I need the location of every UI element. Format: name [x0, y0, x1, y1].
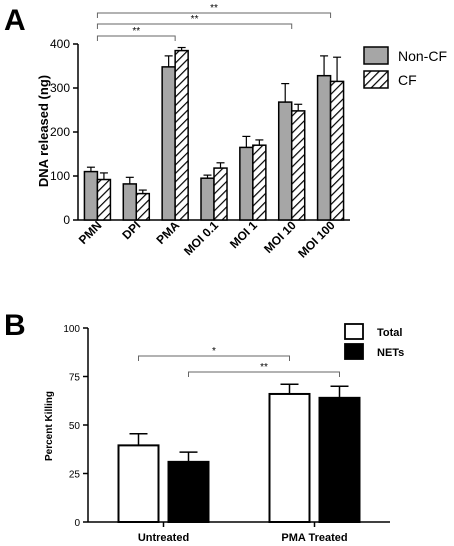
x-tick-label-pma-treated: PMA Treated	[281, 532, 347, 544]
panel-a-y-tick-label: 100	[50, 169, 70, 183]
significance-label: **	[191, 14, 199, 25]
panel-b-y-tick-label: 75	[69, 373, 81, 384]
bar-non-cf-moi-100	[316, 74, 332, 221]
significance-bracket	[96, 12, 332, 18]
x-tick-label-moi-10: MOI 10	[261, 218, 299, 256]
bar-nets-pma-treated	[318, 396, 361, 523]
legend-swatch-noncf	[363, 46, 389, 65]
panel-a-legend: Non-CF CF	[363, 46, 447, 89]
bar-cf-moi-10	[290, 110, 306, 221]
significance-label: *	[212, 346, 216, 357]
x-tick-label-pmn: PMN	[76, 218, 105, 247]
bar-cf-dpi	[135, 192, 151, 221]
bar-non-cf-moi-1	[239, 146, 254, 221]
significance-label: **	[132, 26, 140, 37]
legend-label-total: Total	[377, 327, 402, 339]
significance-label: **	[260, 362, 268, 373]
legend-label-nets: NETs	[377, 347, 404, 359]
bar-non-cf-pma	[161, 66, 176, 221]
x-tick-label-moi-0-1: MOI 0.1	[181, 218, 221, 258]
bar-nets-untreated	[167, 460, 210, 523]
legend-swatch-nets	[344, 343, 364, 360]
x-tick-label-dpi: DPI	[119, 218, 143, 242]
bar-non-cf-moi-0-1	[200, 177, 215, 221]
x-tick-label-moi-100: MOI 100	[295, 218, 338, 261]
legend-label-noncf: Non-CF	[398, 48, 447, 64]
panel-b-x-tick-labels: Untreated PMA Treated	[138, 532, 348, 544]
panel-b-y-tick-label: 0	[74, 518, 80, 529]
panel-b-y-tick-label: 25	[69, 470, 81, 481]
panel-a-y-axis-title: DNA released (ng)	[36, 75, 51, 187]
panel-b-y-tick-label: 50	[69, 421, 81, 432]
panel-b-bars	[117, 383, 361, 523]
panel-b-legend: Total NETs	[344, 323, 404, 360]
legend-label-cf: CF	[398, 72, 417, 88]
bar-non-cf-dpi	[122, 183, 138, 221]
x-tick-label-pma: PMA	[154, 218, 183, 247]
bar-cf-pma	[174, 49, 189, 221]
panel-b-letter: B	[4, 309, 26, 342]
significance-bracket	[96, 35, 176, 41]
bar-non-cf-pmn	[83, 170, 99, 221]
legend-swatch-cf	[363, 70, 389, 89]
bar-cf-moi-0-1	[213, 167, 228, 221]
bar-cf-moi-1	[252, 144, 267, 221]
x-tick-label-moi-1: MOI 1	[227, 218, 260, 251]
significance-bracket	[138, 355, 290, 361]
bar-cf-pmn	[96, 178, 112, 221]
panel-a-y-tick-label: 200	[50, 125, 70, 139]
panel-b-significance: ***	[138, 346, 340, 377]
panel-a-bars	[83, 46, 345, 221]
bar-non-cf-moi-10	[277, 101, 293, 221]
panel-a-axes: 0 100 200 300 400	[50, 37, 350, 227]
panel-b-y-tick-label: 100	[63, 324, 80, 335]
significance-label: **	[210, 3, 218, 14]
significance-bracket	[188, 371, 340, 377]
significance-bracket	[96, 23, 293, 29]
bar-total-pma-treated	[268, 392, 311, 523]
panel-a-letter: A	[4, 4, 26, 37]
panel-a-y-tick-label: 400	[50, 37, 70, 51]
panel-a-significance: ** ** **	[96, 3, 332, 41]
panel-a-y-tick-label: 0	[63, 213, 70, 227]
x-tick-label-untreated: Untreated	[138, 532, 189, 544]
panel-a-y-tick-label: 300	[50, 81, 70, 95]
bar-cf-moi-100	[329, 80, 345, 221]
legend-swatch-total	[344, 323, 364, 340]
bar-total-untreated	[117, 444, 160, 523]
panel-b-y-axis-title: Percent Killing	[44, 391, 55, 461]
